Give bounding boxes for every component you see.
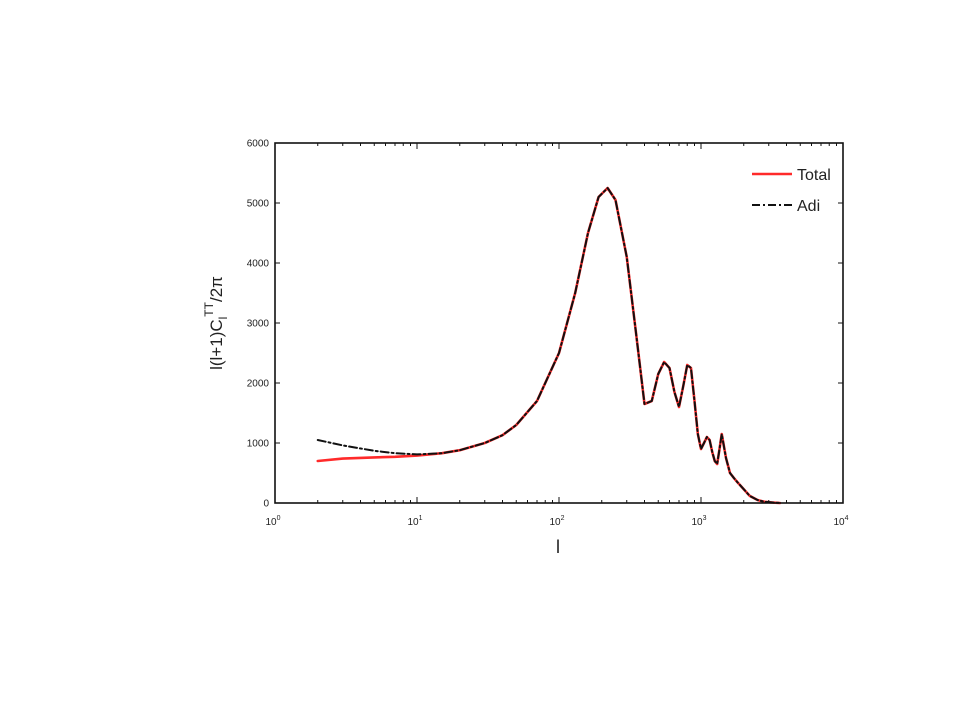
y-tick-label: 1000 [247,439,270,450]
x-tick-base: 10 [265,517,277,528]
x-tick-base: 10 [691,517,703,528]
legend-label-adi: Adi [797,198,820,215]
x-tick-label: 101 [407,515,422,528]
x-axis: 100 101 102 103 104 [265,143,849,528]
x-tick-label: 100 [265,515,280,528]
legend-label-total: Total [797,167,831,184]
y-tick-label: 5000 [247,199,270,210]
x-tick-exponent: 3 [703,515,707,522]
x-tick-label: 104 [833,515,848,528]
x-tick-label: 102 [549,515,564,528]
x-tick-exponent: 0 [277,515,281,522]
y-tick-label: 6000 [247,139,270,150]
y-tick-label: 0 [263,499,269,510]
series-line-total [316,186,782,505]
y-tick-label: 3000 [247,319,270,330]
x-tick-base: 10 [549,517,561,528]
y-axis-label-sub: l [216,317,230,320]
x-tick-label: 103 [691,515,706,528]
y-axis-label-main: l(l+1)C [207,319,226,370]
series-curves [316,186,782,505]
series-line-adi [316,187,781,504]
y-tick-label: 2000 [247,379,270,390]
x-tick-exponent: 1 [419,515,423,522]
x-tick-base: 10 [407,517,419,528]
y-axis-label-sup: TT [202,301,216,316]
x-tick-base: 10 [833,517,845,528]
x-tick-exponent: 2 [561,515,565,522]
legend: Total Adi [752,167,831,215]
x-axis-label: l [556,537,560,557]
y-axis-label-tail: /2π [207,276,226,302]
y-axis: 0 1000 2000 3000 4000 5000 6000 [247,139,843,510]
y-axis-label: l(l+1)ClTT/2π [202,276,230,370]
y-tick-label: 4000 [247,259,270,270]
x-tick-exponent: 4 [845,515,849,522]
